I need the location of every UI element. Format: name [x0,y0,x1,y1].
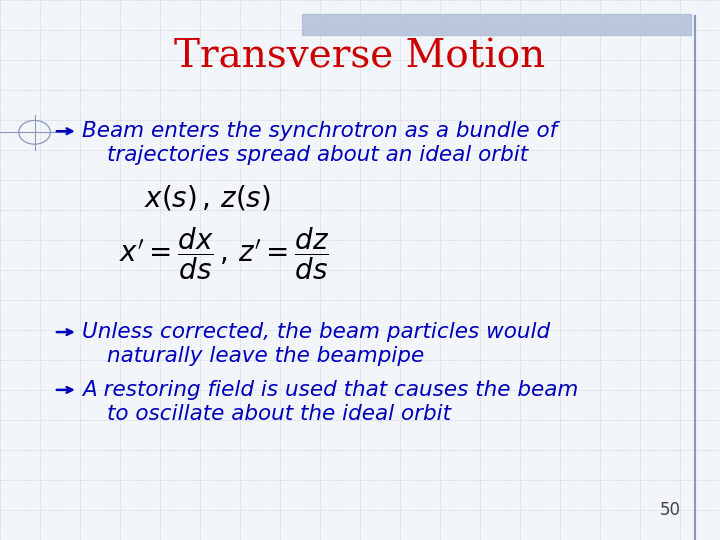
Text: naturally leave the beampipe: naturally leave the beampipe [107,346,424,367]
Text: Beam enters the synchrotron as a bundle of: Beam enters the synchrotron as a bundle … [82,121,557,141]
Text: 50: 50 [660,501,680,519]
Text: Transverse Motion: Transverse Motion [174,38,546,75]
Text: trajectories spread about an ideal orbit: trajectories spread about an ideal orbit [107,145,528,165]
Text: A restoring field is used that causes the beam: A restoring field is used that causes th… [82,380,578,400]
Text: $x' = \dfrac{dx}{ds}\,,\,z' = \dfrac{dz}{ds}$: $x' = \dfrac{dx}{ds}\,,\,z' = \dfrac{dz}… [119,226,329,282]
Text: to oscillate about the ideal orbit: to oscillate about the ideal orbit [107,404,451,424]
Text: Unless corrected, the beam particles would: Unless corrected, the beam particles wou… [82,322,550,342]
Text: $x(s)\,,\,z(s)$: $x(s)\,,\,z(s)$ [144,183,271,212]
